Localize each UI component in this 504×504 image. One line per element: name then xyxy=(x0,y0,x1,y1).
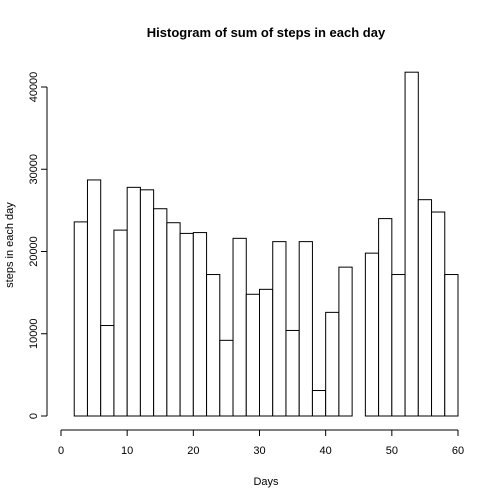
y-axis-label: steps in each day xyxy=(4,202,16,288)
histogram-bar-7 xyxy=(153,208,168,417)
y-axis: 0 10000 20000 30000 40000 xyxy=(28,72,48,419)
y-tick-label: 30000 xyxy=(28,154,40,185)
histogram-bar-2 xyxy=(86,179,102,417)
histogram-bar-6 xyxy=(139,189,155,417)
x-tick-label: 10 xyxy=(121,445,133,457)
histogram-bar-23 xyxy=(364,252,380,417)
x-axis-label: Days xyxy=(253,476,279,488)
histogram-bar-15 xyxy=(259,288,274,417)
x-tick-label: 20 xyxy=(187,445,199,457)
histogram-bar-5 xyxy=(126,186,141,417)
histogram-bar-28 xyxy=(431,211,446,417)
histogram-bar-26 xyxy=(404,71,419,417)
histogram-bar-24 xyxy=(378,218,393,417)
histogram-bar-3 xyxy=(100,325,115,417)
chart-title: Histogram of sum of steps in each day xyxy=(147,25,386,40)
histogram-bar-16 xyxy=(272,241,287,417)
x-tick-label: 60 xyxy=(452,445,464,457)
bars-group xyxy=(73,71,459,417)
histogram-bar-29 xyxy=(444,274,459,417)
histogram-bar-25 xyxy=(391,274,406,417)
y-tick-label: 20000 xyxy=(28,236,40,267)
x-tick-label: 30 xyxy=(253,445,265,457)
histogram-bar-4 xyxy=(113,229,128,417)
histogram-bar-14 xyxy=(245,293,260,417)
x-tick-label: 0 xyxy=(58,445,64,457)
x-tick-label: 50 xyxy=(386,445,398,457)
histogram-bar-10 xyxy=(192,232,208,417)
histogram-bar-27 xyxy=(417,199,433,417)
histogram-bar-20 xyxy=(325,311,340,417)
histogram-bar-12 xyxy=(219,339,234,417)
histogram-bar-1 xyxy=(73,221,88,417)
histogram-bar-21 xyxy=(338,266,353,417)
y-tick-label: 0 xyxy=(28,413,40,419)
histogram-bar-13 xyxy=(232,237,247,417)
histogram-bar-19 xyxy=(311,390,327,417)
x-axis: 0 10 20 30 40 50 60 xyxy=(58,429,464,457)
y-tick-label: 40000 xyxy=(28,72,40,103)
histogram-bar-18 xyxy=(298,241,313,417)
histogram-bar-11 xyxy=(206,274,221,417)
x-tick-label: 40 xyxy=(320,445,332,457)
y-tick-label: 10000 xyxy=(28,318,40,349)
histogram-bar-8 xyxy=(166,222,181,417)
histogram-bar-9 xyxy=(179,232,194,417)
histogram-bar-17 xyxy=(285,329,300,417)
